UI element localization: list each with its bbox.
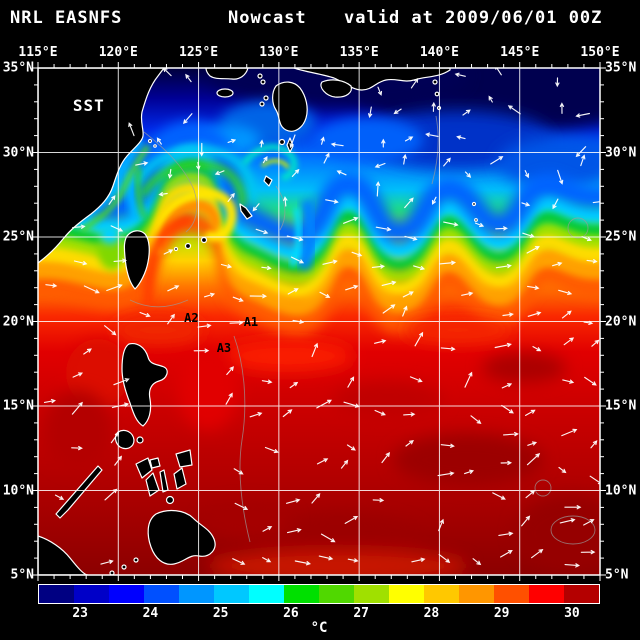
- colorbar-tick-label: 30: [564, 606, 580, 621]
- lat-tick-label: 10°N: [605, 483, 637, 498]
- colorbar-tick-label: 26: [283, 606, 299, 621]
- lon-tick-label: 120°E: [98, 45, 138, 60]
- lon-tick-label: 135°E: [339, 45, 379, 60]
- panay-island: [135, 457, 153, 479]
- colorbar-segment-13: [494, 585, 529, 603]
- lat-tick-label: 20°N: [605, 314, 637, 329]
- masbate-island: [149, 457, 161, 469]
- valid-time: valid at 2009/06/01 00Z: [344, 8, 603, 28]
- marinduque-island: [136, 436, 144, 444]
- grid-lines: [38, 68, 600, 575]
- tsushima-island: [257, 73, 263, 79]
- lat-tick-label: 25°N: [2, 229, 34, 245]
- jeju-island: [216, 88, 234, 98]
- lat-tick-label: 20°N: [2, 314, 34, 329]
- landmasses: [38, 68, 478, 575]
- current-arrows: [43, 68, 600, 568]
- lat-tick-label: 25°N: [605, 229, 637, 245]
- colorbar-segment-14: [529, 585, 564, 603]
- okinawa-island: [239, 203, 253, 220]
- lon-tick-label: 150°E: [580, 45, 620, 60]
- izu-islands: [434, 91, 440, 97]
- taiwan-island: [123, 230, 150, 290]
- map-svg: [32, 62, 606, 581]
- yonaguni-island: [173, 246, 179, 252]
- lon-tick-label: 115°E: [18, 45, 58, 60]
- colorbar-segment-3: [144, 585, 179, 603]
- ogasawara-islands: [471, 201, 477, 207]
- colorbar-unit: °C: [310, 620, 328, 636]
- model-name: NRL EASNFS: [10, 8, 123, 28]
- colorbar-tick-label: 23: [72, 606, 88, 621]
- sulu-islands: [121, 564, 127, 570]
- goto-islands: [259, 101, 265, 107]
- miyako-island: [200, 236, 208, 244]
- lat-tick-label: 30°N: [2, 145, 34, 160]
- colorbar-segment-9: [354, 585, 389, 603]
- product-name: Nowcast: [228, 8, 307, 28]
- kyushu-island: [272, 81, 308, 132]
- lat-tick-label: 35°N: [2, 60, 34, 76]
- lat-tick-label: 30°N: [605, 145, 637, 160]
- colorbar-segment-4: [179, 585, 214, 603]
- colorbar-tick-label: 28: [423, 606, 440, 621]
- korea-tip: [205, 68, 249, 80]
- lat-tick-label: 35°N: [605, 60, 637, 76]
- lat-tick-label: 5°N: [605, 567, 629, 583]
- yakushima-island: [278, 138, 286, 146]
- colorbar-segment-7: [284, 585, 319, 603]
- shikoku-island: [320, 79, 352, 98]
- lat-tick-label: 5°N: [10, 567, 34, 583]
- tsushima-island: [260, 79, 266, 85]
- colorbar-segment-15: [564, 585, 599, 603]
- colorbar-segment-5: [214, 585, 249, 603]
- zhoushan-islands: [153, 144, 157, 148]
- colorbar-segment-6: [249, 585, 284, 603]
- honshu-strip: [293, 68, 451, 91]
- zhoushan-islands: [147, 138, 153, 144]
- colorbar-segment-0: [39, 585, 74, 603]
- lat-tick-label: 15°N: [605, 398, 637, 414]
- lon-tick-label: 130°E: [259, 45, 299, 60]
- amami-island: [263, 175, 273, 187]
- ogasawara-islands: [474, 218, 478, 222]
- colorbar-tick-label: 29: [493, 606, 510, 621]
- colorbar-segment-12: [459, 585, 494, 603]
- colorbar-tick-label: 24: [142, 606, 159, 621]
- colorbar-tick-label: 25: [212, 606, 229, 621]
- sulu-islands: [133, 557, 139, 563]
- colorbar-segment-11: [424, 585, 459, 603]
- china-landmass: [38, 68, 165, 264]
- sulu-islands: [109, 570, 115, 575]
- colorbar-segment-2: [109, 585, 144, 603]
- lon-tick-label: 140°E: [419, 45, 459, 60]
- bohol-island: [165, 495, 175, 505]
- sst-map: SST A2 A1 A3: [32, 62, 606, 581]
- lon-tick-label: 125°E: [178, 45, 219, 60]
- lat-tick-label: 10°N: [2, 483, 34, 498]
- map-border: [37, 67, 601, 576]
- luzon-island: [121, 342, 168, 427]
- ishigaki-island: [184, 242, 192, 250]
- palawan-island: [55, 465, 103, 519]
- lon-tick-label: 145°E: [500, 45, 540, 60]
- leyte-island: [173, 467, 187, 490]
- colorbar-tick-label: 27: [353, 606, 369, 621]
- colorbar-segment-1: [74, 585, 109, 603]
- colorbar-segment-10: [389, 585, 424, 603]
- arrow-glyphs: [43, 68, 600, 568]
- bathymetry-contours: [129, 115, 596, 545]
- mindoro-island: [114, 429, 135, 450]
- samar-island: [175, 449, 193, 468]
- goto-islands: [263, 95, 269, 101]
- lat-tick-label: 15°N: [2, 398, 34, 414]
- colorbar-segment-8: [319, 585, 354, 603]
- colorbar: [38, 584, 600, 604]
- izu-islands: [432, 79, 438, 85]
